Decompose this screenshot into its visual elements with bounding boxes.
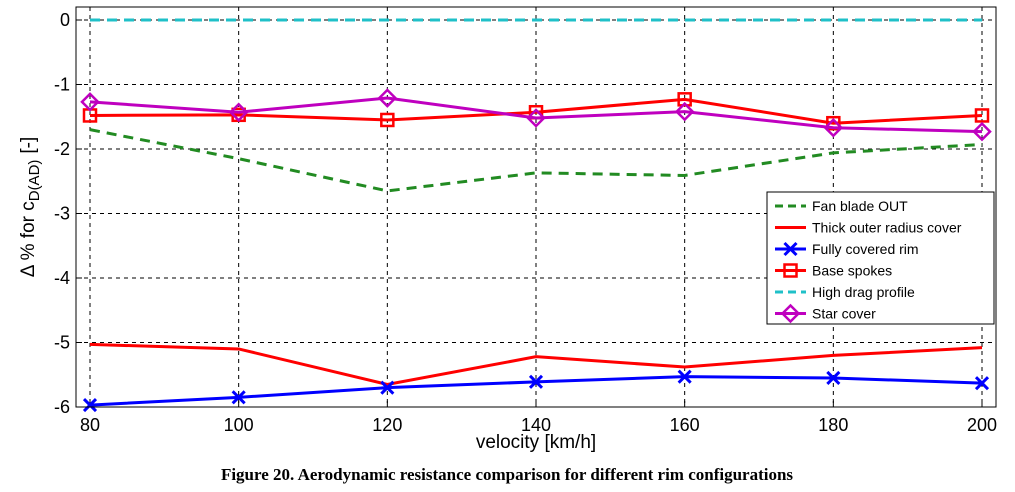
legend-box [766,191,995,325]
x-tick-label: 200 [967,415,997,435]
series-5-point [377,88,398,108]
legend-marker-2 [783,241,798,257]
y-axis-label-unit: [-] [18,137,39,154]
legend-label-1: Thick outer radius cover [812,220,962,236]
y-tick-label: -1 [54,75,70,95]
figure-caption: Figure 20. Aerodynamic resistance compar… [221,465,793,484]
x-tick-label: 100 [224,415,254,435]
y-axis-label: Δ % for cD(AD) [-] [18,137,43,278]
x-tick-label: 120 [372,415,402,435]
y-tick-label: -6 [54,397,70,417]
tick-labels: 80 100 120 140 160 180 200 0 -1 -2 -3 -4 -5 -6 [54,10,997,435]
y-tick-label: -4 [54,268,70,288]
x-tick-label: 160 [670,415,700,435]
y-axis-label-main: Δ % for c [18,201,39,277]
legend-label-3: Base spokes [812,263,892,279]
legend: Fan blade OUT Thick outer radius cover Ful… [766,191,995,325]
series-line-1 [89,342,983,386]
x-tick-label: 140 [521,415,551,435]
series-5-point [823,117,844,138]
legend-marker-5 [780,303,801,324]
legend-label-4: High drag profile [812,284,915,300]
legend-marker-3 [783,263,798,278]
x-tick-label: 180 [818,415,848,435]
series-2-point [380,380,395,395]
series-3-point [974,108,990,123]
y-tick-label: -3 [54,204,70,224]
series-5-point [972,121,992,142]
legend-label-0: Fan blade OUT [812,198,908,214]
x-axis-label: velocity [km/h] [476,432,596,453]
series-2-point [974,376,990,391]
series-2-point [82,398,98,413]
series-5-point [674,101,695,122]
series-line-5 [89,96,983,134]
y-tick-label: 0 [60,10,70,30]
series-5-point [228,102,249,123]
legend-label-5: Star cover [812,306,876,322]
series-line-0 [89,128,983,193]
series-3-point [380,112,395,128]
plot-frame [75,6,997,408]
series-2-point [677,369,692,384]
series-2-point [826,370,841,386]
series-5-point [80,92,100,112]
y-tick-label: -5 [54,333,70,353]
series-5-point [526,108,546,128]
x-tick-label: 80 [80,415,100,435]
series-line-3 [89,97,983,125]
series-group [80,18,992,413]
series-2-point [528,374,544,389]
y-axis-label-subscript: D(AD) [26,160,43,202]
legend-label-2: Fully covered rim [812,241,919,257]
y-tick-label: -2 [54,139,70,159]
series-2-point [231,390,246,405]
